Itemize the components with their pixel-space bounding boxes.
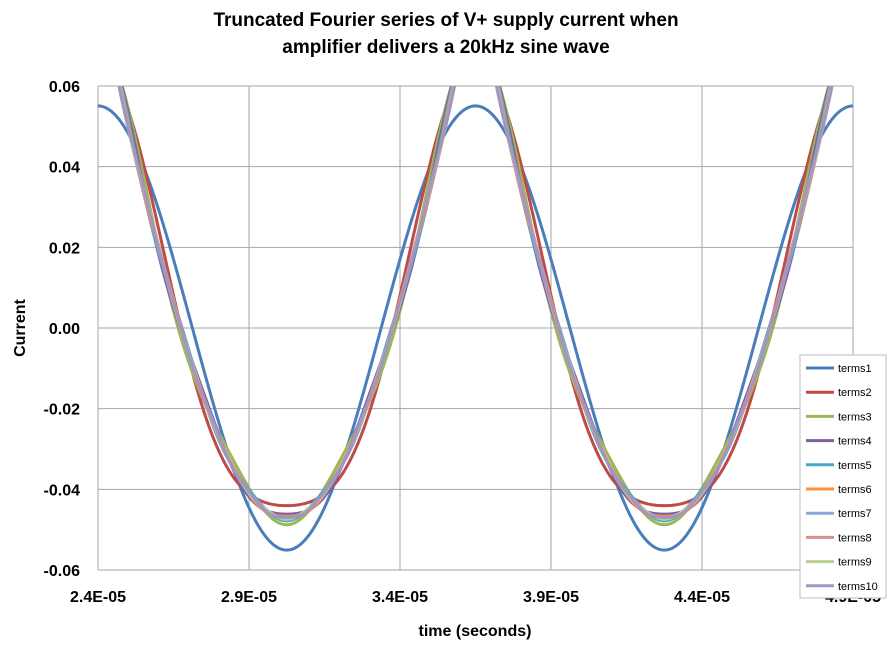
- x-axis-label: time (seconds): [419, 623, 532, 640]
- series-line-terms2: [117, 86, 834, 508]
- legend-label-terms9: terms9: [838, 557, 872, 569]
- chart-title-line1: Truncated Fourier series of V+ supply cu…: [213, 10, 678, 31]
- legend-label-terms1: terms1: [838, 363, 872, 375]
- series-line-terms3: [120, 86, 831, 527]
- y-tick-label: 0.00: [49, 321, 80, 338]
- y-tick-label: -0.04: [44, 482, 81, 499]
- y-tick-label: 0.02: [49, 240, 80, 257]
- legend-label-terms6: terms6: [838, 484, 872, 496]
- y-tick-labels: 0.06 0.04 0.02 0.00 -0.02 -0.04 -0.06: [44, 79, 81, 580]
- y-tick-label: 0.06: [49, 79, 80, 96]
- series-lines: [98, 86, 853, 552]
- series-line-terms10: [117, 86, 834, 519]
- y-tick-label: 0.04: [49, 160, 80, 177]
- series-line-terms7: [118, 86, 833, 522]
- grid: [97, 85, 854, 571]
- y-axis-label: Current: [12, 298, 29, 356]
- x-tick-label: 2.4E-05: [70, 589, 126, 606]
- y-tick-label: -0.06: [44, 563, 81, 580]
- legend-label-terms8: terms8: [838, 532, 872, 544]
- legend-box: [799, 354, 887, 599]
- legend: terms1 terms2 terms3 terms4 terms5 terms6 term…: [799, 354, 887, 599]
- x-tick-label: 3.4E-05: [372, 589, 428, 606]
- legend-label-terms5: terms5: [838, 460, 872, 472]
- x-tick-labels: 2.4E-052.9E-053.4E-053.9E-054.4E-054.9E-…: [70, 589, 881, 606]
- legend-label-terms3: terms3: [838, 411, 872, 423]
- legend-label-terms2: terms2: [838, 387, 872, 399]
- series-line-terms9: [117, 86, 834, 521]
- series-line-terms5: [119, 86, 832, 523]
- series-line-terms4: [120, 86, 831, 516]
- legend-label-terms4: terms4: [838, 436, 872, 448]
- legend-label-terms7: terms7: [838, 508, 872, 520]
- chart-title-line2: amplifier delivers a 20kHz sine wave: [282, 37, 609, 58]
- x-tick-label: 4.4E-05: [674, 589, 730, 606]
- legend-label-terms10: terms10: [838, 581, 878, 593]
- x-tick-label: 3.9E-05: [523, 589, 579, 606]
- series-line-terms8: [118, 86, 833, 519]
- x-tick-label: 2.9E-05: [221, 589, 277, 606]
- series-line-terms6: [119, 86, 832, 518]
- y-tick-label: -0.02: [44, 402, 81, 419]
